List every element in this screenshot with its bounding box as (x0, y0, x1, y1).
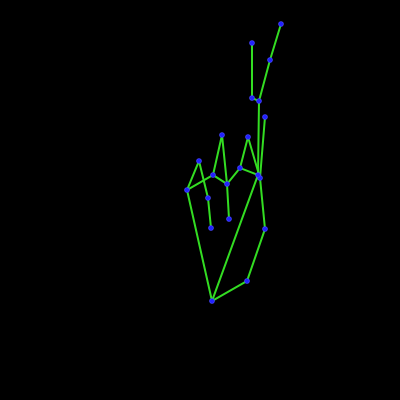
bone-12 (212, 134, 223, 176)
joint-10 (245, 134, 251, 140)
bone-4 (186, 189, 213, 302)
joint-12 (249, 40, 255, 46)
bone-1 (246, 228, 266, 282)
joint-14 (219, 132, 225, 138)
bone-layer (186, 23, 282, 302)
joint-9 (237, 165, 243, 171)
joint-8 (278, 21, 284, 27)
bone-5 (186, 160, 200, 191)
bone-2 (259, 177, 266, 230)
joint-20 (226, 216, 232, 222)
joint-1 (244, 278, 250, 284)
joint-11 (249, 95, 255, 101)
bone-19 (269, 23, 282, 61)
joint-15 (210, 172, 216, 178)
joint-19 (208, 225, 214, 231)
joint-18 (205, 195, 211, 201)
joint-6 (256, 98, 262, 104)
joint-4 (262, 114, 268, 120)
bone-13 (221, 134, 228, 185)
bone-15 (239, 136, 249, 169)
bone-22 (211, 174, 259, 302)
joint-2 (262, 226, 268, 232)
bone-10 (226, 167, 241, 185)
bone-18 (258, 59, 271, 102)
bone-7 (207, 197, 212, 229)
joint-16 (196, 158, 202, 164)
bone-0 (211, 280, 248, 302)
bone-17 (257, 100, 260, 176)
joint-layer (184, 21, 284, 304)
bone-11 (239, 167, 259, 176)
joint-13 (224, 181, 230, 187)
joint-7 (267, 57, 273, 63)
joint-0 (209, 298, 215, 304)
joint-5 (255, 172, 261, 178)
bone-3 (259, 116, 266, 179)
bone-14 (226, 183, 230, 220)
bone-8 (186, 174, 214, 191)
joint-17 (184, 187, 190, 193)
